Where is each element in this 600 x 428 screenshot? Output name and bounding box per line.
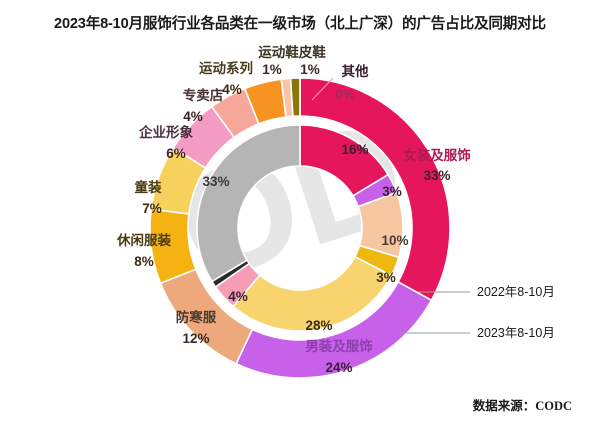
- inner-label-4: 4%: [228, 289, 248, 304]
- leader-line-other: [311, 77, 334, 101]
- label-mens-name: 男装及服饰: [305, 338, 373, 354]
- inner-slice-4: [232, 255, 393, 332]
- inner-label-16: 16%: [341, 142, 368, 157]
- inner-label-10: 10%: [381, 233, 408, 248]
- label-sportshoes-pct: 1%: [300, 62, 320, 77]
- label-kidswear-name: 童装: [135, 179, 162, 195]
- inner-label-3b: 3%: [376, 270, 396, 285]
- label-womens-name: 女装及服饰: [403, 147, 471, 163]
- label-other-pct: 0%: [335, 87, 355, 102]
- outer-slice-9: [289, 77, 301, 118]
- label-corporate-pct: 6%: [166, 146, 186, 161]
- label-womens-pct: 33%: [423, 168, 450, 183]
- label-store-name: 专卖店: [183, 87, 224, 103]
- inner-label-3a: 3%: [382, 184, 402, 199]
- label-peach-pct: 1%: [262, 62, 282, 77]
- label-other-name: 其他: [342, 63, 369, 79]
- label-store-pct: 4%: [183, 109, 203, 124]
- label-kidswear-pct: 7%: [142, 201, 162, 216]
- label-coldwear-name: 防寒服: [176, 309, 217, 325]
- inner-slice-7: [196, 124, 301, 283]
- inner-label-28: 28%: [305, 318, 332, 333]
- inner-ring-2023: [196, 124, 404, 332]
- label-mens-pct: 24%: [325, 360, 352, 375]
- legend-label-2022: 2022年8-10月: [477, 285, 555, 299]
- label-sportshoes-name: 运动鞋皮鞋: [258, 44, 326, 60]
- data-source: 数据来源：CODC: [472, 399, 572, 413]
- label-sportsline-name: 运动系列: [199, 60, 253, 76]
- label-coldwear-pct: 12%: [182, 331, 209, 346]
- label-casual-pct: 8%: [134, 254, 154, 269]
- label-sportsline-pct: 4%: [222, 82, 242, 97]
- inner-label-33: 33%: [202, 174, 229, 189]
- legend-label-2023: 2023年8-10月: [477, 326, 555, 340]
- page-title: 2023年8-10月服饰行业各品类在一级市场（北上广深）的广告占比及同期对比: [54, 16, 546, 32]
- outer-ring-2022: [149, 77, 451, 379]
- label-corporate-name: 企业形象: [138, 124, 193, 140]
- label-casual-name: 休闲服装: [116, 232, 171, 248]
